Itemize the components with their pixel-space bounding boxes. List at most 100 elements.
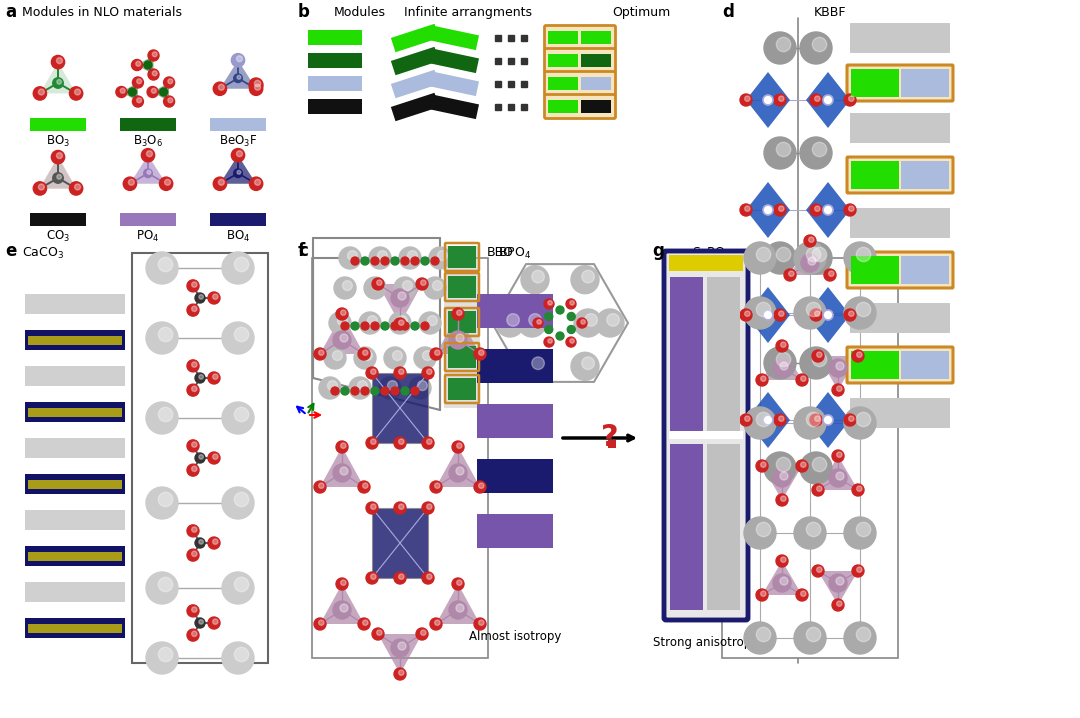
Text: Modules in NLO materials: Modules in NLO materials <box>22 6 183 19</box>
Ellipse shape <box>478 350 484 355</box>
Ellipse shape <box>351 322 359 330</box>
Text: CO$_3$: CO$_3$ <box>46 229 70 244</box>
Polygon shape <box>220 60 256 89</box>
Ellipse shape <box>336 441 348 453</box>
Text: Infinite arrangments: Infinite arrangments <box>404 6 532 19</box>
Ellipse shape <box>222 402 254 434</box>
Bar <box>901 69 949 97</box>
Ellipse shape <box>812 142 826 157</box>
Bar <box>723 258 897 658</box>
Ellipse shape <box>474 618 486 630</box>
Ellipse shape <box>810 94 822 106</box>
Ellipse shape <box>213 82 227 95</box>
Ellipse shape <box>837 386 842 391</box>
Ellipse shape <box>829 469 847 487</box>
Ellipse shape <box>607 314 620 326</box>
Circle shape <box>762 415 773 425</box>
Bar <box>669 431 743 439</box>
Ellipse shape <box>756 247 771 261</box>
Ellipse shape <box>812 484 824 496</box>
Ellipse shape <box>456 604 464 612</box>
Polygon shape <box>762 466 802 500</box>
Ellipse shape <box>843 407 876 439</box>
Ellipse shape <box>340 443 346 448</box>
Ellipse shape <box>548 339 552 343</box>
Ellipse shape <box>319 377 341 399</box>
Bar <box>312 258 488 658</box>
Ellipse shape <box>800 137 832 169</box>
Ellipse shape <box>794 622 826 654</box>
Ellipse shape <box>800 242 832 274</box>
Polygon shape <box>431 26 480 50</box>
Ellipse shape <box>187 360 199 372</box>
Ellipse shape <box>843 622 876 654</box>
Ellipse shape <box>478 620 484 625</box>
Polygon shape <box>746 287 789 343</box>
Ellipse shape <box>849 206 854 211</box>
Ellipse shape <box>548 301 552 305</box>
Ellipse shape <box>136 61 140 66</box>
Ellipse shape <box>384 347 406 369</box>
Ellipse shape <box>781 342 786 348</box>
Polygon shape <box>391 24 440 52</box>
FancyBboxPatch shape <box>664 251 748 620</box>
Polygon shape <box>746 182 789 238</box>
Ellipse shape <box>430 618 442 630</box>
Ellipse shape <box>319 483 324 488</box>
Ellipse shape <box>187 384 199 396</box>
Ellipse shape <box>744 311 750 317</box>
Bar <box>28 336 122 345</box>
Ellipse shape <box>399 369 404 374</box>
Ellipse shape <box>39 184 44 190</box>
Ellipse shape <box>764 32 796 64</box>
Ellipse shape <box>756 460 768 472</box>
Ellipse shape <box>544 325 553 333</box>
Bar <box>28 480 122 489</box>
Ellipse shape <box>399 320 404 325</box>
Ellipse shape <box>116 86 127 98</box>
Ellipse shape <box>208 292 220 304</box>
Ellipse shape <box>191 386 197 391</box>
Ellipse shape <box>151 88 157 93</box>
Ellipse shape <box>571 353 599 381</box>
Ellipse shape <box>740 204 752 216</box>
Ellipse shape <box>544 299 554 309</box>
Ellipse shape <box>756 589 768 601</box>
Bar <box>851 256 899 284</box>
Ellipse shape <box>744 517 777 549</box>
Ellipse shape <box>843 204 856 216</box>
Text: Modules: Modules <box>334 6 386 19</box>
Ellipse shape <box>744 407 777 439</box>
Ellipse shape <box>570 301 575 305</box>
Ellipse shape <box>812 565 824 577</box>
Ellipse shape <box>422 350 432 360</box>
Ellipse shape <box>191 631 197 636</box>
Ellipse shape <box>363 350 368 355</box>
Ellipse shape <box>75 184 81 190</box>
Ellipse shape <box>399 504 404 509</box>
Polygon shape <box>372 508 428 578</box>
Ellipse shape <box>521 266 549 294</box>
Polygon shape <box>431 72 480 96</box>
Ellipse shape <box>389 312 411 334</box>
Bar <box>548 100 578 113</box>
Ellipse shape <box>233 74 242 83</box>
Text: d: d <box>723 3 734 21</box>
Ellipse shape <box>456 334 464 342</box>
Ellipse shape <box>222 487 254 519</box>
Text: BeO$_3$F: BeO$_3$F <box>219 134 257 149</box>
Ellipse shape <box>531 270 544 283</box>
Ellipse shape <box>807 628 821 642</box>
Ellipse shape <box>341 322 349 330</box>
Ellipse shape <box>777 340 788 352</box>
Ellipse shape <box>397 292 406 300</box>
Ellipse shape <box>340 580 346 585</box>
Text: g: g <box>652 242 664 260</box>
Ellipse shape <box>237 170 241 174</box>
Ellipse shape <box>780 577 788 585</box>
Ellipse shape <box>544 312 553 320</box>
Ellipse shape <box>556 306 564 314</box>
Ellipse shape <box>357 381 367 391</box>
Ellipse shape <box>56 153 63 159</box>
Ellipse shape <box>392 350 403 360</box>
